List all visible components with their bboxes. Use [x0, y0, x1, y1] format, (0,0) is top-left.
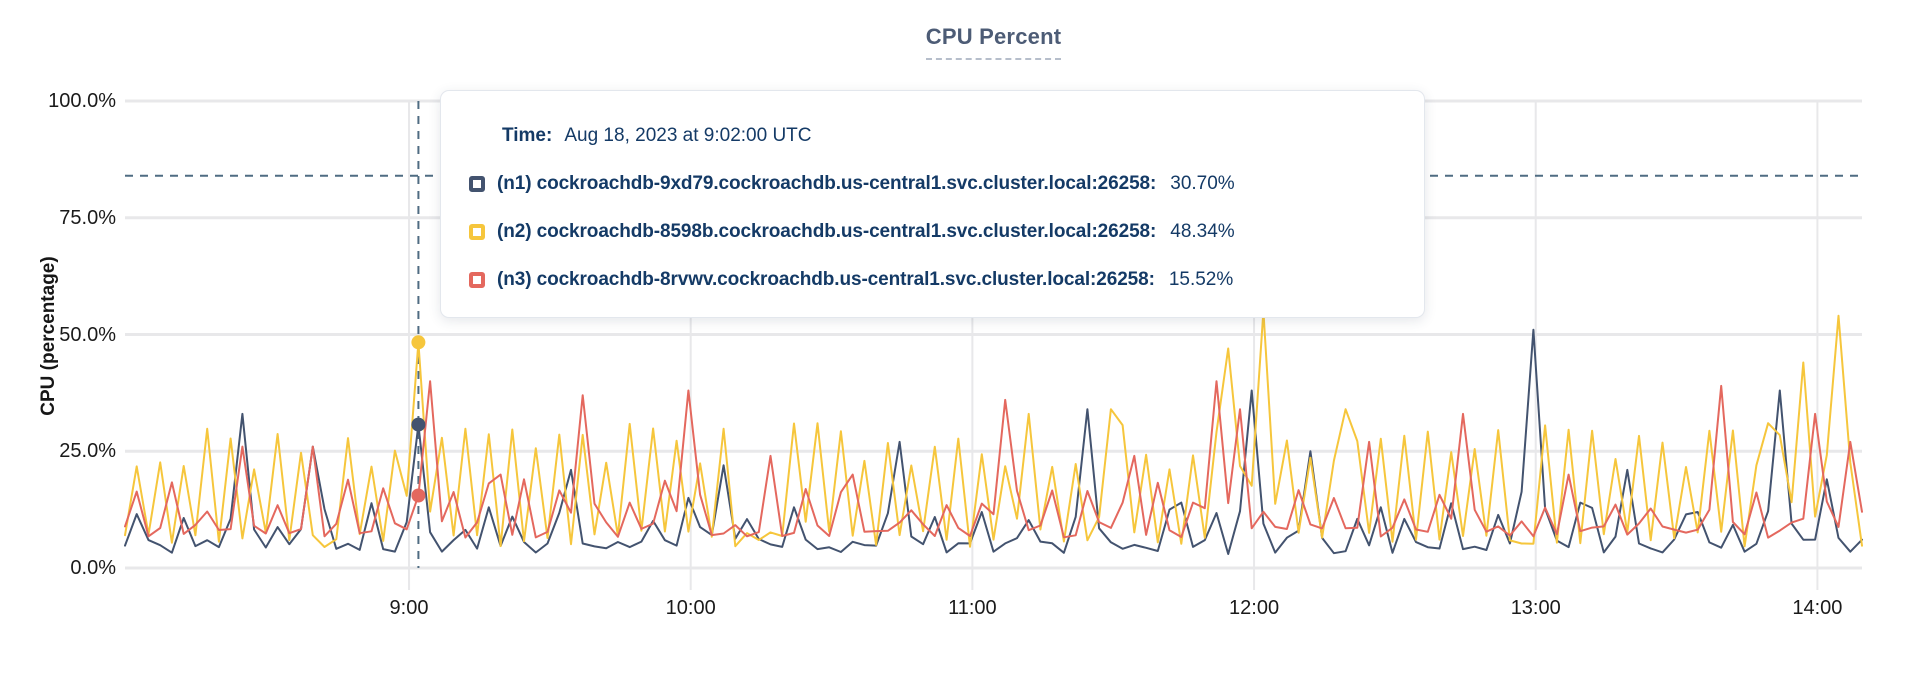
x-tick-label: 14:00 [1792, 597, 1843, 619]
hover-point-n1 [411, 417, 426, 432]
x-tick-label: 9:00 [389, 597, 429, 619]
series-line-n2 [124, 310, 1863, 548]
y-tick-label: 50.0% [59, 323, 116, 346]
series-swatch-icon-n1 [469, 176, 485, 192]
tooltip-series-row-n2: (n2) cockroachdb-8598b.cockroachdb.us-ce… [469, 221, 1394, 243]
tooltip-time-row: Time: Aug 18, 2023 at 9:02:00 UTC [502, 125, 1394, 147]
hover-tooltip: Time: Aug 18, 2023 at 9:02:00 UTC (n1) c… [440, 90, 1425, 318]
series-value-n1: 30.70% [1170, 173, 1235, 194]
series-value-n3: 15.52% [1168, 269, 1234, 290]
tooltip-legend-rows: (n1) cockroachdb-9xd79.cockroachdb.us-ce… [469, 173, 1394, 291]
series-name-n3: (n3) cockroachdb-8rvwv.cockroachdb.us-ce… [497, 269, 1155, 290]
tooltip-time-label: Time: [502, 125, 553, 146]
x-tick-label: 10:00 [665, 597, 716, 619]
tooltip-series-row-n1: (n1) cockroachdb-9xd79.cockroachdb.us-ce… [469, 173, 1394, 195]
chart-title-wrap: CPU Percent [125, 24, 1862, 60]
y-tick-label: 25.0% [59, 440, 116, 463]
chart-title: CPU Percent [925, 24, 1062, 60]
y-tick-label: 0.0% [70, 557, 116, 579]
series-value-n2: 48.34% [1170, 221, 1235, 242]
y-tick-label: 75.0% [59, 206, 116, 229]
x-tick-label: 13:00 [1510, 597, 1561, 619]
series-name-n1: (n1) cockroachdb-9xd79.cockroachdb.us-ce… [497, 173, 1157, 194]
hover-point-n3 [411, 488, 426, 503]
series-line-n3 [124, 380, 1863, 539]
series-swatch-icon-n2 [469, 224, 485, 240]
tooltip-time-value: Aug 18, 2023 at 9:02:00 UTC [564, 125, 812, 146]
y-tick-label: 100.0% [48, 90, 116, 112]
x-tick-label: 12:00 [1229, 597, 1280, 619]
series-name-n2: (n2) cockroachdb-8598b.cockroachdb.us-ce… [497, 221, 1157, 242]
series-line-n1 [124, 328, 1863, 555]
x-tick-label: 11:00 [948, 597, 997, 619]
series-swatch-icon-n3 [469, 272, 485, 288]
hover-point-n2 [411, 335, 426, 350]
tooltip-series-row-n3: (n3) cockroachdb-8rvwv.cockroachdb.us-ce… [469, 269, 1394, 291]
